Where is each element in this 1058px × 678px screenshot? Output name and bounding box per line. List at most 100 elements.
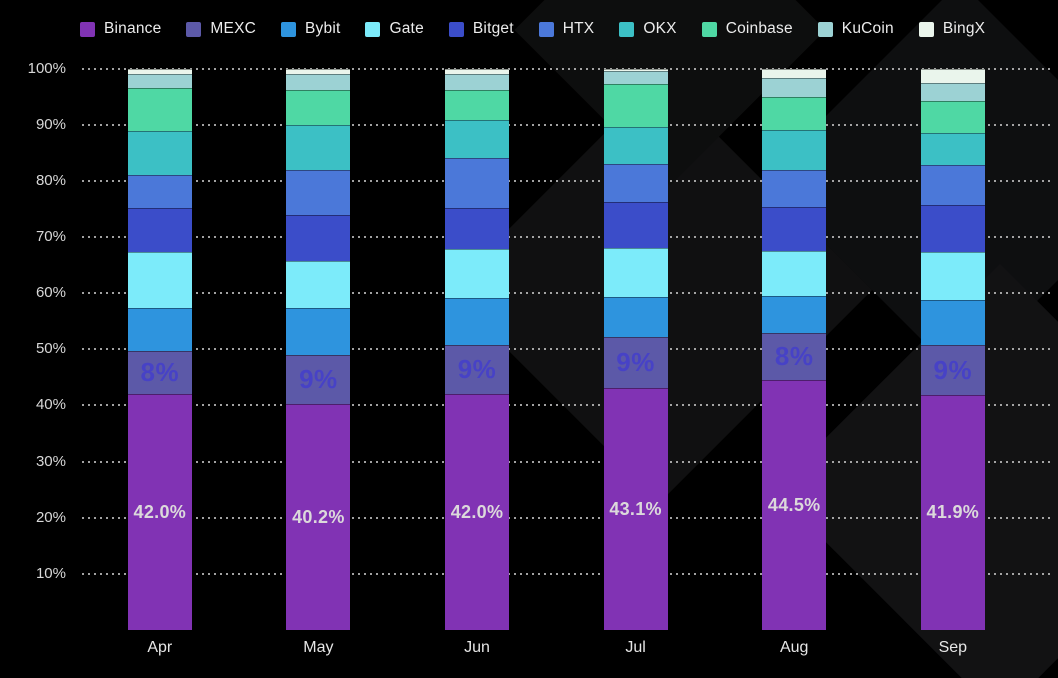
- segment-mexc-sep[interactable]: 9%: [920, 345, 985, 395]
- segment-okx-jul[interactable]: [603, 126, 668, 164]
- mexc-value-label: 9%: [616, 347, 655, 378]
- segment-bybit-apr[interactable]: [127, 307, 192, 351]
- segment-coinbase-sep[interactable]: [920, 100, 985, 134]
- segment-gate-may[interactable]: [286, 260, 351, 308]
- segment-bingx-aug[interactable]: [762, 68, 827, 79]
- segment-bybit-may[interactable]: [286, 307, 351, 355]
- segment-binance-sep[interactable]: 41.9%: [920, 394, 985, 630]
- segment-bitget-jul[interactable]: [603, 201, 668, 249]
- segment-bitget-jun[interactable]: [445, 208, 509, 249]
- segment-binance-apr[interactable]: 42.0%: [127, 394, 192, 630]
- segment-gate-apr[interactable]: [127, 252, 192, 308]
- segment-bitget-apr[interactable]: [127, 207, 192, 253]
- stacked-bar-aug[interactable]: 44.5% 8%: [762, 68, 827, 630]
- segment-mexc-jun[interactable]: 9%: [445, 344, 509, 395]
- x-axis-tick-apr: Apr: [147, 639, 173, 656]
- segment-htx-may[interactable]: [286, 169, 351, 215]
- y-axis-tick-50: 50%: [35, 340, 66, 358]
- segment-mexc-aug[interactable]: 8%: [762, 332, 827, 381]
- segment-binance-jul[interactable]: 43.1%: [603, 388, 668, 630]
- segment-gate-aug[interactable]: [762, 251, 827, 296]
- legend-swatch-htx: [538, 21, 554, 37]
- legend-item-bitget[interactable]: Bitget: [448, 20, 514, 38]
- legend: Binance MEXC Bybit Gate Bitget HTX OKX Coinbase…: [80, 20, 985, 38]
- segment-htx-jun[interactable]: [445, 158, 509, 209]
- legend-item-htx[interactable]: HTX: [538, 20, 595, 38]
- legend-item-coinbase[interactable]: Coinbase: [701, 20, 793, 38]
- stacked-bar-jul[interactable]: 43.1% 9%: [603, 68, 668, 630]
- segment-bingx-jun[interactable]: [445, 68, 509, 75]
- legend-item-okx[interactable]: OKX: [619, 20, 676, 38]
- legend-swatch-mexc: [186, 21, 202, 37]
- segment-kucoin-aug[interactable]: [762, 78, 827, 97]
- segment-kucoin-sep[interactable]: [920, 82, 985, 101]
- segment-okx-sep[interactable]: [920, 133, 985, 165]
- legend-label: HTX: [562, 20, 595, 37]
- segment-binance-jun[interactable]: 42.0%: [445, 394, 509, 630]
- segment-okx-may[interactable]: [286, 124, 351, 170]
- segment-coinbase-aug[interactable]: [762, 96, 827, 131]
- legend-item-mexc[interactable]: MEXC: [186, 20, 256, 38]
- y-axis-tick-40: 40%: [35, 396, 66, 414]
- segment-coinbase-apr[interactable]: [127, 88, 192, 131]
- segment-mexc-apr[interactable]: 8%: [127, 350, 192, 395]
- segment-htx-aug[interactable]: [762, 169, 827, 208]
- segment-coinbase-may[interactable]: [286, 90, 351, 125]
- segment-htx-jul[interactable]: [603, 164, 668, 202]
- segment-kucoin-jun[interactable]: [445, 74, 509, 91]
- segment-bitget-aug[interactable]: [762, 207, 827, 252]
- legend-item-bybit[interactable]: Bybit: [281, 20, 340, 38]
- y-axis-tick-100: 100%: [27, 59, 66, 77]
- legend-item-binance[interactable]: Binance: [80, 20, 161, 38]
- stacked-bar-may[interactable]: 40.2% 9%: [286, 68, 351, 630]
- segment-kucoin-apr[interactable]: [127, 74, 192, 89]
- segment-bybit-jul[interactable]: [603, 297, 668, 338]
- legend-item-bingx[interactable]: BingX: [918, 20, 985, 38]
- y-axis-tick-20: 20%: [35, 508, 66, 526]
- binance-value-label: 43.1%: [609, 498, 662, 519]
- segment-binance-aug[interactable]: 44.5%: [762, 380, 827, 630]
- segment-htx-sep[interactable]: [920, 164, 985, 205]
- segment-bitget-may[interactable]: [286, 214, 351, 261]
- segment-bybit-jun[interactable]: [445, 297, 509, 345]
- y-axis-tick-30: 30%: [35, 452, 66, 470]
- segment-htx-apr[interactable]: [127, 174, 192, 208]
- segment-bingx-apr[interactable]: [127, 68, 192, 75]
- segment-coinbase-jun[interactable]: [445, 90, 509, 120]
- segment-okx-jun[interactable]: [445, 119, 509, 159]
- segment-bitget-sep[interactable]: [920, 204, 985, 252]
- segment-bingx-may[interactable]: [286, 68, 351, 74]
- segment-bybit-sep[interactable]: [920, 299, 985, 346]
- stacked-bar-sep[interactable]: 41.9% 9%: [920, 68, 985, 630]
- mexc-value-label: 9%: [457, 353, 497, 384]
- legend-label: Coinbase: [725, 20, 793, 37]
- y-axis-tick-10: 10%: [35, 564, 66, 582]
- gridline-30: [82, 460, 1050, 463]
- legend-swatch-binance: [80, 21, 95, 37]
- segment-kucoin-jul[interactable]: [603, 70, 668, 85]
- segment-binance-may[interactable]: 40.2%: [286, 404, 351, 630]
- segment-gate-sep[interactable]: [920, 251, 985, 300]
- legend-label: OKX: [643, 20, 677, 37]
- segment-coinbase-jul[interactable]: [603, 84, 668, 127]
- legend-swatch-gate: [365, 21, 381, 37]
- segment-bingx-sep[interactable]: [920, 68, 985, 83]
- segment-mexc-jul[interactable]: 9%: [603, 337, 668, 388]
- legend-swatch-bingx: [918, 21, 934, 37]
- segment-okx-apr[interactable]: [127, 130, 192, 175]
- segment-gate-jun[interactable]: [445, 248, 509, 298]
- legend-item-gate[interactable]: Gate: [365, 20, 424, 38]
- binance-value-label: 41.9%: [926, 501, 980, 522]
- segment-bybit-aug[interactable]: [762, 295, 827, 333]
- legend-item-kucoin[interactable]: KuCoin: [817, 20, 894, 38]
- mexc-value-label: 8%: [774, 341, 814, 372]
- binance-value-label: 42.0%: [133, 501, 187, 522]
- stacked-bar-apr[interactable]: 42.0% 8%: [127, 68, 192, 630]
- segment-bingx-jul[interactable]: [603, 68, 668, 71]
- segment-gate-jul[interactable]: [603, 248, 668, 298]
- stacked-bar-jun[interactable]: 42.0% 9%: [445, 68, 509, 630]
- segment-okx-aug[interactable]: [762, 130, 827, 170]
- segment-mexc-may[interactable]: 9%: [286, 354, 351, 405]
- segment-kucoin-may[interactable]: [286, 73, 351, 91]
